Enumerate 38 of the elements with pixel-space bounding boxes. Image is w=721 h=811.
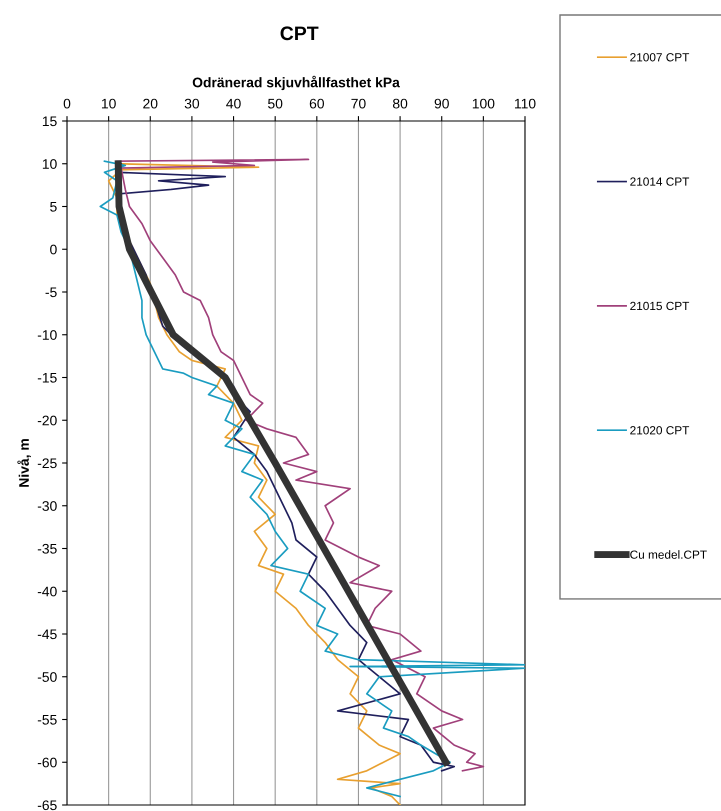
x-tick-label: 50	[268, 98, 282, 109]
y-tick-label: 0	[50, 244, 57, 254]
y-tick-label: -15	[38, 372, 57, 383]
legend-label: 21007 CPT	[630, 53, 690, 62]
x-tick-label: 100	[472, 98, 494, 109]
x-tick-label: 40	[226, 98, 241, 109]
chart-title: CPT	[280, 26, 318, 40]
y-tick-label: -40	[38, 586, 57, 596]
y-tick-label: 15	[42, 116, 57, 126]
x-tick-label: 70	[351, 98, 366, 109]
x-tick-label: 90	[434, 98, 449, 109]
x-axis-title: Odränerad skjuvhållfasthet kPa	[192, 76, 400, 90]
y-tick-label: -20	[38, 416, 57, 426]
y-tick-label: -60	[38, 758, 57, 768]
legend-label: Cu medel.CPT	[630, 550, 707, 559]
y-tick-label: -30	[38, 501, 57, 511]
legend-label: 21020 CPT	[630, 426, 690, 434]
y-tick-label: -5	[46, 287, 57, 298]
y-axis-title: Nivå, m	[17, 439, 31, 487]
x-tick-label: 20	[143, 98, 158, 109]
x-tick-label: 0	[64, 98, 70, 109]
y-tick-label: -50	[38, 672, 57, 682]
x-tick-label: 80	[392, 98, 408, 109]
y-tick-label: -65	[38, 800, 57, 810]
legend-label: 21014 CPT	[630, 177, 690, 186]
x-tick-label: 30	[184, 98, 200, 109]
y-tick-label: -55	[38, 714, 57, 725]
y-tick-label: 5	[50, 202, 57, 212]
x-tick-label: 10	[102, 98, 116, 109]
y-tick-label: -25	[38, 458, 57, 468]
y-tick-label: -35	[38, 544, 57, 554]
line-series	[99, 160, 525, 798]
y-tick-label: -45	[38, 629, 57, 640]
y-tick-label: -10	[38, 330, 57, 340]
x-tick-label: 110	[514, 98, 536, 109]
legend-label: 21015 CPT	[630, 302, 690, 310]
x-tick-label: 60	[310, 98, 324, 109]
y-tick-label: 10	[42, 159, 57, 169]
